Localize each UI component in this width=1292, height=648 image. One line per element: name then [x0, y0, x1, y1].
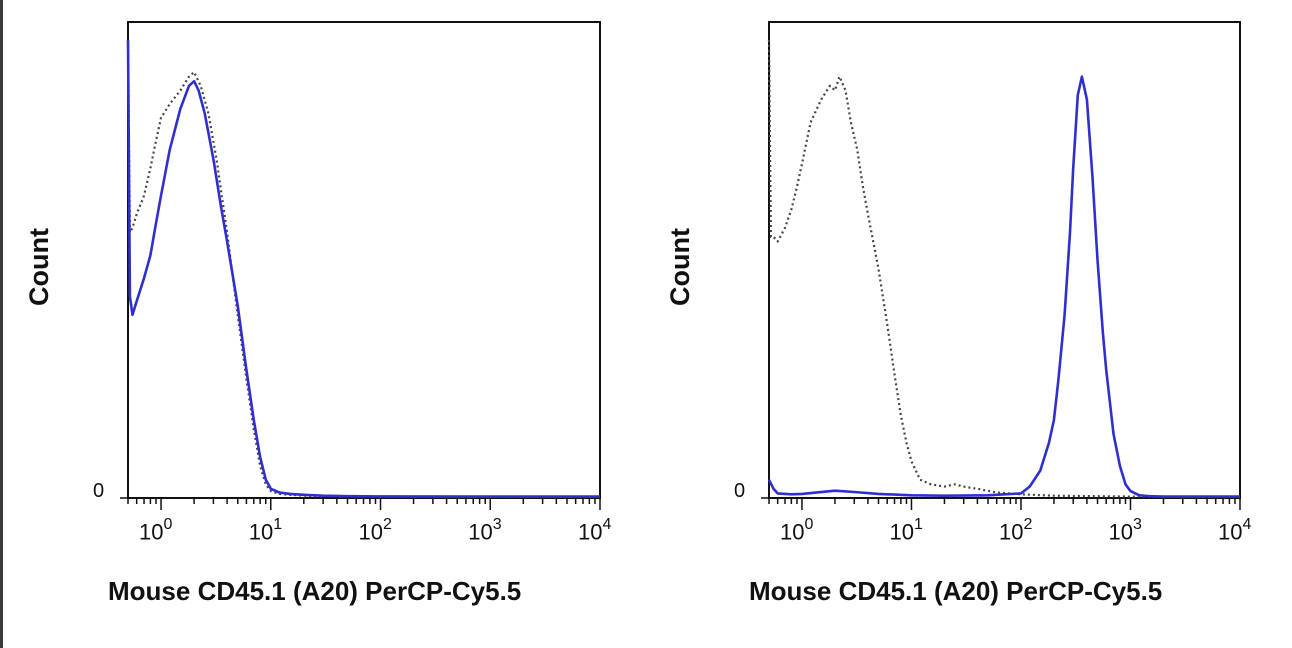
x-axis-label: Mouse CD45.1 (A20) PerCP-Cy5.5 [749, 576, 1163, 606]
x-tick-label: 101 [248, 516, 283, 545]
histogram-plot-left [120, 21, 601, 510]
x-tick-label: 100 [139, 516, 173, 545]
x-tick-label: 103 [468, 516, 502, 545]
histogram-panel-left: Count 0 100 101 102 103 104 Mouse CD45.1… [24, 21, 612, 606]
isotype-control-curve [767, 39, 1240, 498]
x-axis-label: Mouse CD45.1 (A20) PerCP-Cy5.5 [108, 576, 522, 606]
y-zero-label: 0 [93, 480, 105, 502]
stained-sample-curve [126, 39, 600, 498]
x-tick-label: 100 [779, 516, 814, 545]
y-axis-label: Count [665, 228, 695, 306]
x-tick-label: 102 [998, 516, 1033, 545]
x-tick-label: 104 [1218, 516, 1252, 545]
plot-frame [768, 21, 1241, 499]
y-zero-label: 0 [734, 480, 746, 502]
histogram-plot-right [761, 21, 1241, 510]
y-axis-label: Count [24, 228, 54, 306]
x-tick-label: 102 [358, 516, 392, 545]
histogram-panel-right: Count 0 100 101 102 103 104 Mouse CD45.1… [646, 0, 1292, 648]
x-tick-label: 101 [889, 516, 923, 545]
x-tick-label: 103 [1108, 516, 1142, 545]
window-left-border [0, 0, 3, 648]
stained-sample-curve [767, 75, 1240, 498]
isotype-control-curve [126, 39, 600, 498]
x-tick-label: 104 [578, 516, 612, 545]
